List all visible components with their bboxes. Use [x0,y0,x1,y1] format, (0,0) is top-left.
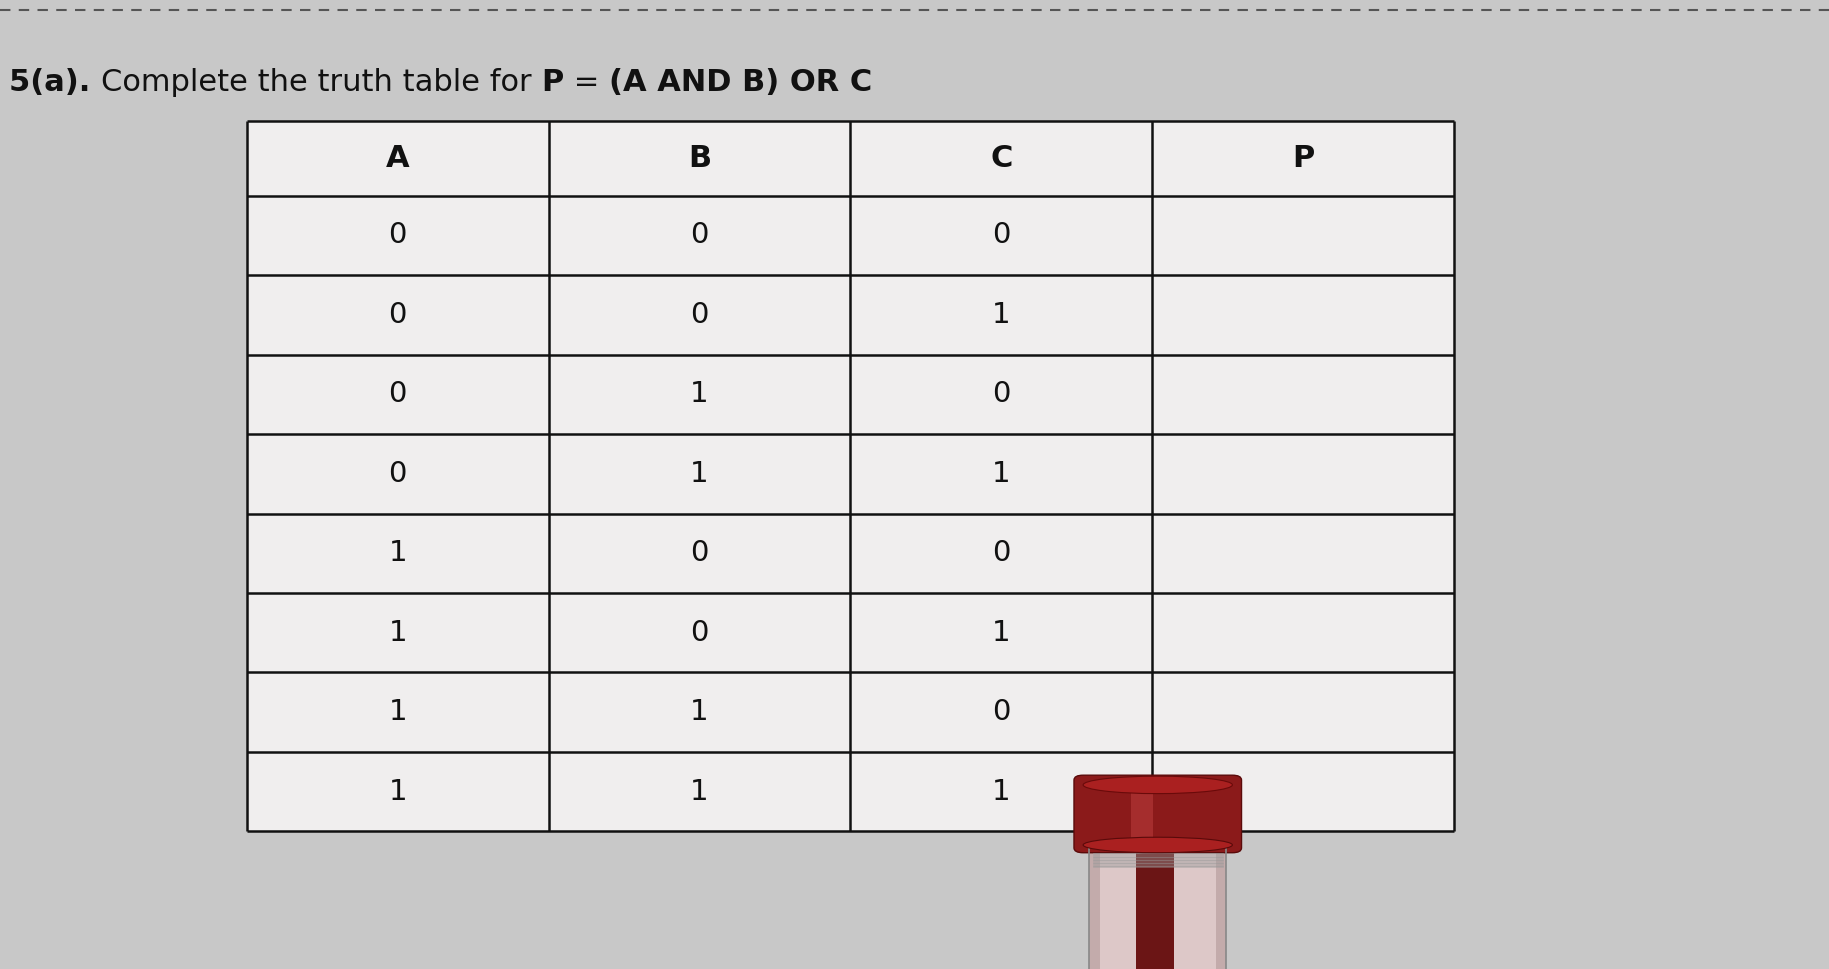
Text: P: P [1291,144,1315,172]
Text: 1: 1 [690,778,710,805]
Text: 0: 0 [388,301,408,328]
Bar [1090,848,1225,969]
Text: 1: 1 [690,381,710,408]
Text: A: A [386,144,410,172]
Ellipse shape [1083,837,1233,853]
Bar [247,121,1454,831]
Text: (A AND B) OR C: (A AND B) OR C [609,68,872,97]
Bar [1216,848,1225,969]
Text: P: P [541,68,563,97]
Text: B: B [688,144,711,172]
Text: 1: 1 [991,778,1011,805]
Text: 0: 0 [388,381,408,408]
Text: 0: 0 [690,540,710,567]
Text: 0: 0 [388,460,408,487]
Bar [1136,848,1174,969]
Text: 0: 0 [690,301,710,328]
Text: Complete the truth table for: Complete the truth table for [101,68,541,97]
FancyBboxPatch shape [1074,775,1242,853]
Text: 1: 1 [991,301,1011,328]
Text: 0: 0 [991,381,1011,408]
Text: 1: 1 [388,619,408,646]
Text: 1: 1 [388,540,408,567]
Text: 1: 1 [388,778,408,805]
Bar [1090,848,1099,969]
Text: 1: 1 [991,460,1011,487]
Bar [1132,785,1154,838]
Ellipse shape [1083,776,1233,794]
Text: 1: 1 [690,460,710,487]
Text: 1: 1 [388,699,408,726]
Text: 0: 0 [690,222,710,249]
Text: 0: 0 [690,619,710,646]
Text: 1: 1 [991,619,1011,646]
Text: 5(a).: 5(a). [9,68,101,97]
Text: 0: 0 [991,540,1011,567]
Text: 0: 0 [991,222,1011,249]
Text: 0: 0 [388,222,408,249]
Text: =: = [563,68,609,97]
Text: 0: 0 [991,699,1011,726]
Text: C: C [989,144,1013,172]
Text: 1: 1 [690,699,710,726]
